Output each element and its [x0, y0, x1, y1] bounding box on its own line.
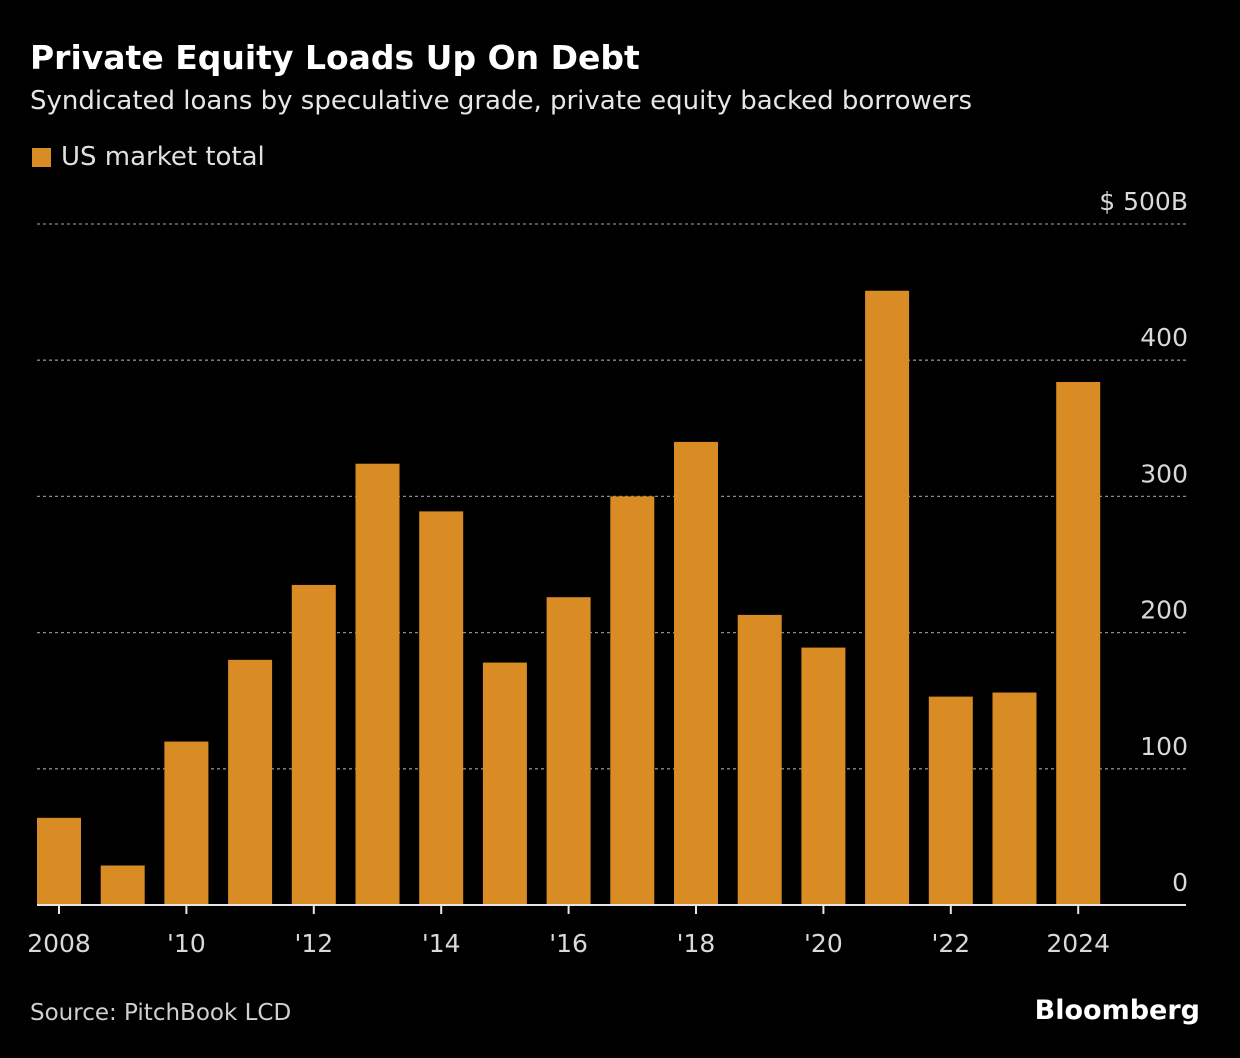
bar-2011: [228, 659, 273, 905]
bar-2021: [865, 290, 910, 905]
chart-subtitle: Syndicated loans by speculative grade, p…: [30, 86, 973, 116]
x-tick-label: 2008: [27, 929, 91, 958]
bar-2019: [737, 614, 782, 905]
bar-2014: [419, 511, 464, 905]
x-tick-label: '18: [677, 929, 716, 958]
x-tick-label: '14: [422, 929, 461, 958]
bar-2008: [37, 817, 81, 905]
bar-2023: [992, 692, 1037, 905]
x-tick-label: '10: [167, 929, 206, 958]
chart-title: Private Equity Loads Up On Debt: [30, 38, 640, 77]
legend-swatch: [32, 147, 51, 167]
y-tick-label: 300: [1140, 459, 1188, 488]
y-tick-label: 400: [1140, 323, 1188, 352]
x-tick-label: '12: [294, 929, 333, 958]
bar-2016: [546, 597, 591, 905]
bar-2024: [1056, 381, 1101, 905]
x-tick-label: '22: [931, 929, 970, 958]
bar-2017: [610, 496, 655, 905]
bar-2012: [291, 584, 336, 905]
bar-2013: [355, 463, 400, 905]
bar-2020: [801, 647, 846, 905]
x-tick-label: '20: [804, 929, 843, 958]
bar-2010: [164, 741, 209, 905]
legend: US market total: [32, 142, 265, 172]
y-tick-label: $ 500B: [1099, 187, 1188, 216]
y-tick-label: 100: [1140, 732, 1188, 761]
y-tick-label: 0: [1172, 868, 1188, 897]
bar-2018: [674, 441, 718, 905]
bar-2022: [928, 696, 973, 905]
y-tick-label: 200: [1140, 596, 1188, 625]
x-tick-label: 2024: [1046, 929, 1110, 958]
bar-2009: [100, 865, 145, 905]
bar-2015: [482, 662, 527, 905]
bloomberg-logo: Bloomberg: [1034, 995, 1200, 1026]
source-note: Source: PitchBook LCD: [30, 1000, 292, 1026]
legend-label: US market total: [61, 142, 265, 172]
x-tick-label: '16: [549, 929, 588, 958]
